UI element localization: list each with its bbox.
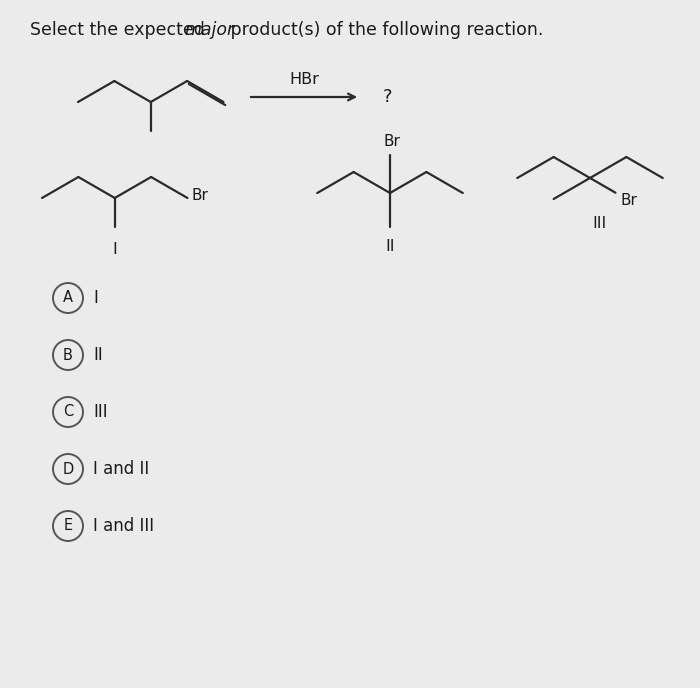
Text: I: I [93,289,98,307]
Text: D: D [62,462,74,477]
Text: III: III [93,403,108,421]
Text: II: II [385,239,395,254]
Text: Br: Br [192,188,209,202]
Text: A: A [63,290,73,305]
Text: I and III: I and III [93,517,154,535]
Text: II: II [93,346,103,364]
Text: C: C [63,405,73,420]
Text: HBr: HBr [289,72,319,87]
Text: E: E [64,519,73,533]
Text: major: major [184,21,234,39]
Text: B: B [63,347,73,363]
Text: ?: ? [383,88,393,106]
Text: I and II: I and II [93,460,149,478]
Text: Br: Br [620,193,637,208]
Text: Select the expected: Select the expected [30,21,211,39]
Text: III: III [593,217,607,231]
Text: I: I [113,242,117,257]
Text: Br: Br [384,133,400,149]
Text: product(s) of the following reaction.: product(s) of the following reaction. [225,21,543,39]
